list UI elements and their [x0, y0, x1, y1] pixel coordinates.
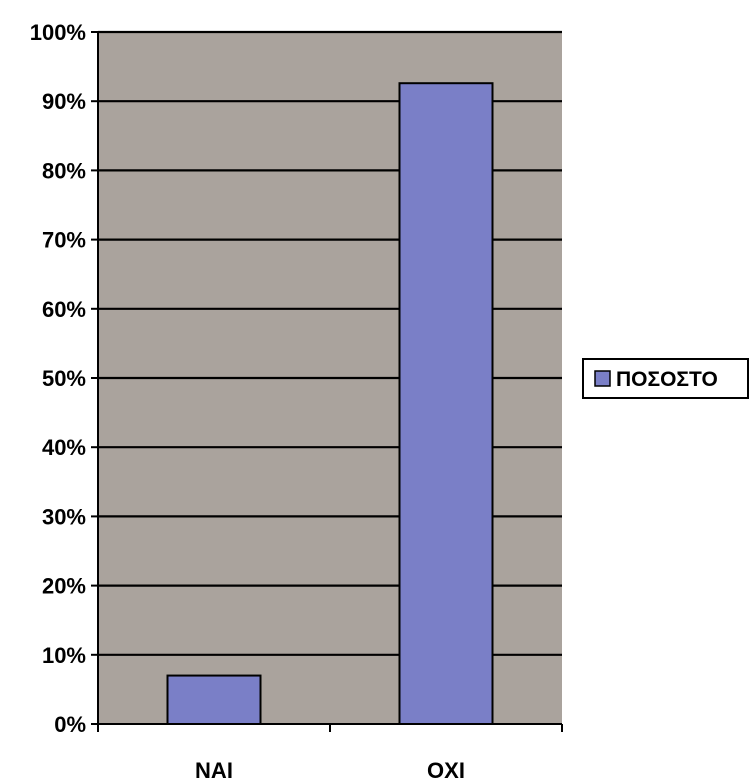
y-tick-label: 70% [42, 228, 86, 253]
x-tick-labels: ΝΑΙ ΟΧΙ [195, 758, 465, 783]
y-tick-label: 10% [42, 643, 86, 668]
y-tick-label: 40% [42, 435, 86, 460]
y-tick-label: 30% [42, 504, 86, 529]
bar-2 [398, 82, 494, 725]
y-tick-label: 80% [42, 158, 86, 183]
axes [91, 31, 563, 732]
y-tick-label: 100% [30, 20, 86, 45]
y-tick-label: 20% [42, 574, 86, 599]
y-tick-label: 90% [42, 89, 86, 114]
x-tick-label: ΝΑΙ [195, 758, 233, 783]
legend: ΠΟΣΟΣΤΟ [582, 358, 749, 399]
y-tick-label: 60% [42, 297, 86, 322]
y-tick-labels: 0% 10% 20% 30% 40% 50% 60% 70% 80% 90% 100% [30, 20, 86, 737]
y-tick-label: 0% [54, 712, 86, 737]
bar-1 [166, 674, 262, 725]
y-tick-label: 50% [42, 366, 86, 391]
bars [166, 82, 494, 725]
legend-label: ΠΟΣΟΣΤΟ [616, 368, 718, 391]
legend-swatch [594, 370, 611, 387]
x-tick-label: ΟΧΙ [427, 758, 465, 783]
